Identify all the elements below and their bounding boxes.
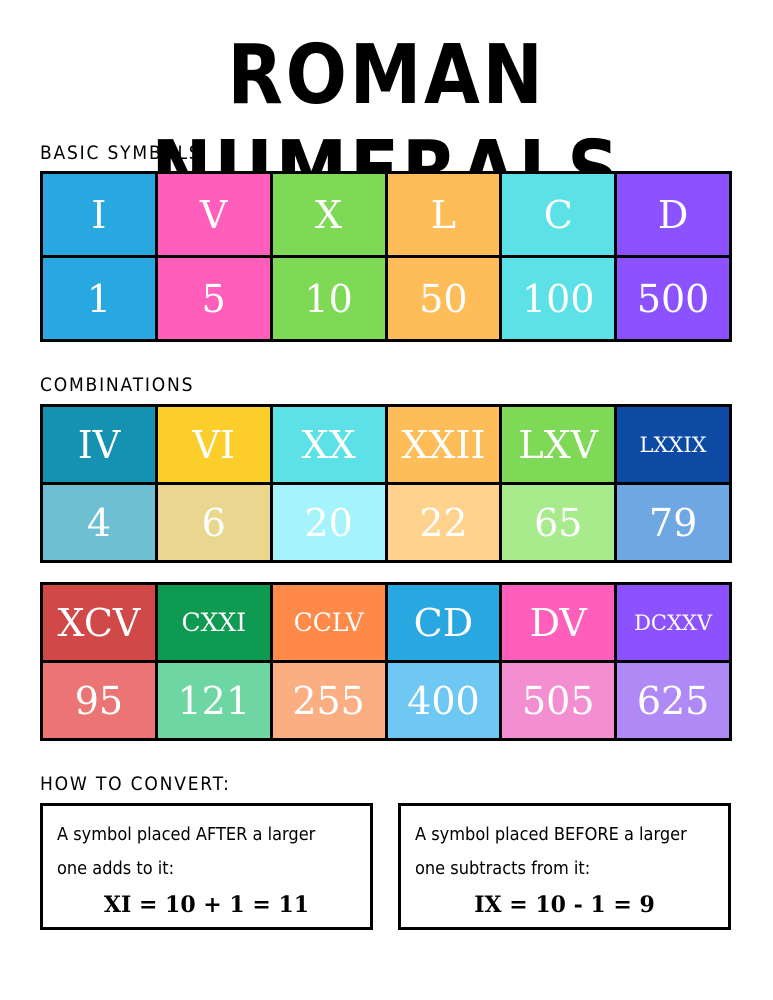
numeral-value-cell: 121	[157, 663, 270, 738]
numeral-value-cell: 400	[387, 663, 500, 738]
numeral-value-cell: 65	[502, 485, 615, 560]
numeral-value-cell: 255	[272, 663, 385, 738]
numeral-value-cell: 79	[617, 485, 729, 560]
numeral-value-cell: 625	[617, 663, 729, 738]
numeral-symbol-cell: CD	[387, 585, 500, 660]
numeral-symbol-cell: LXV	[502, 407, 615, 482]
numeral-symbol-cell: VI	[157, 407, 270, 482]
numeral-value-cell: 500	[617, 258, 729, 339]
numeral-value-cell: 22	[387, 485, 500, 560]
numeral-value-cell: 10	[272, 258, 385, 339]
numeral-symbol-cell: LXXIX	[617, 407, 729, 482]
subtraction-rule-box: A symbol placed BEFORE a larger one subt…	[398, 803, 731, 930]
numeral-symbol-cell: IV	[43, 407, 155, 482]
numeral-symbol-cell: XX	[272, 407, 385, 482]
numeral-symbol-cell: D	[617, 174, 729, 255]
basic-symbols-label: BASIC SYMBOLS	[40, 142, 202, 164]
numeral-value-cell: 20	[272, 485, 385, 560]
numeral-symbol-cell: C	[502, 174, 615, 255]
numeral-value-cell: 50	[387, 258, 500, 339]
numeral-value-cell: 95	[43, 663, 155, 738]
numeral-symbol-cell: XCV	[43, 585, 155, 660]
subtraction-example: IX = 10 - 1 = 9	[474, 892, 655, 918]
how-to-convert-label: HOW TO CONVERT:	[40, 773, 231, 795]
subtraction-rule-text: A symbol placed BEFORE a larger one subt…	[415, 824, 687, 879]
numeral-symbol-cell: CCLV	[272, 585, 385, 660]
addition-rule-text: A symbol placed AFTER a larger one adds …	[57, 824, 316, 879]
numeral-symbol-cell: X	[272, 174, 385, 255]
numeral-value-cell: 1	[43, 258, 155, 339]
combinations-label: COMBINATIONS	[40, 374, 195, 396]
addition-rule-box: A symbol placed AFTER a larger one adds …	[40, 803, 373, 930]
numeral-value-cell: 505	[502, 663, 615, 738]
numeral-symbol-cell: I	[43, 174, 155, 255]
addition-example: XI = 10 + 1 = 11	[103, 892, 310, 918]
numeral-symbol-cell: V	[157, 174, 270, 255]
numeral-value-cell: 6	[157, 485, 270, 560]
numeral-symbol-cell: DCXXV	[617, 585, 729, 660]
combinations-table-1: IV VI XX XXII LXV LXXIX 4 6 20 22 65 79	[40, 404, 732, 563]
numeral-symbol-cell: XXII	[387, 407, 500, 482]
basic-symbols-table: I V X L C D 1 5 10 50 100 500	[40, 171, 732, 342]
numeral-value-cell: 100	[502, 258, 615, 339]
numeral-value-cell: 4	[43, 485, 155, 560]
numeral-symbol-cell: CXXI	[157, 585, 270, 660]
numeral-symbol-cell: L	[387, 174, 500, 255]
numeral-value-cell: 5	[157, 258, 270, 339]
numeral-symbol-cell: DV	[502, 585, 615, 660]
combinations-table-2: XCV CXXI CCLV CD DV DCXXV 95 121 255 400 505 625	[40, 582, 732, 741]
